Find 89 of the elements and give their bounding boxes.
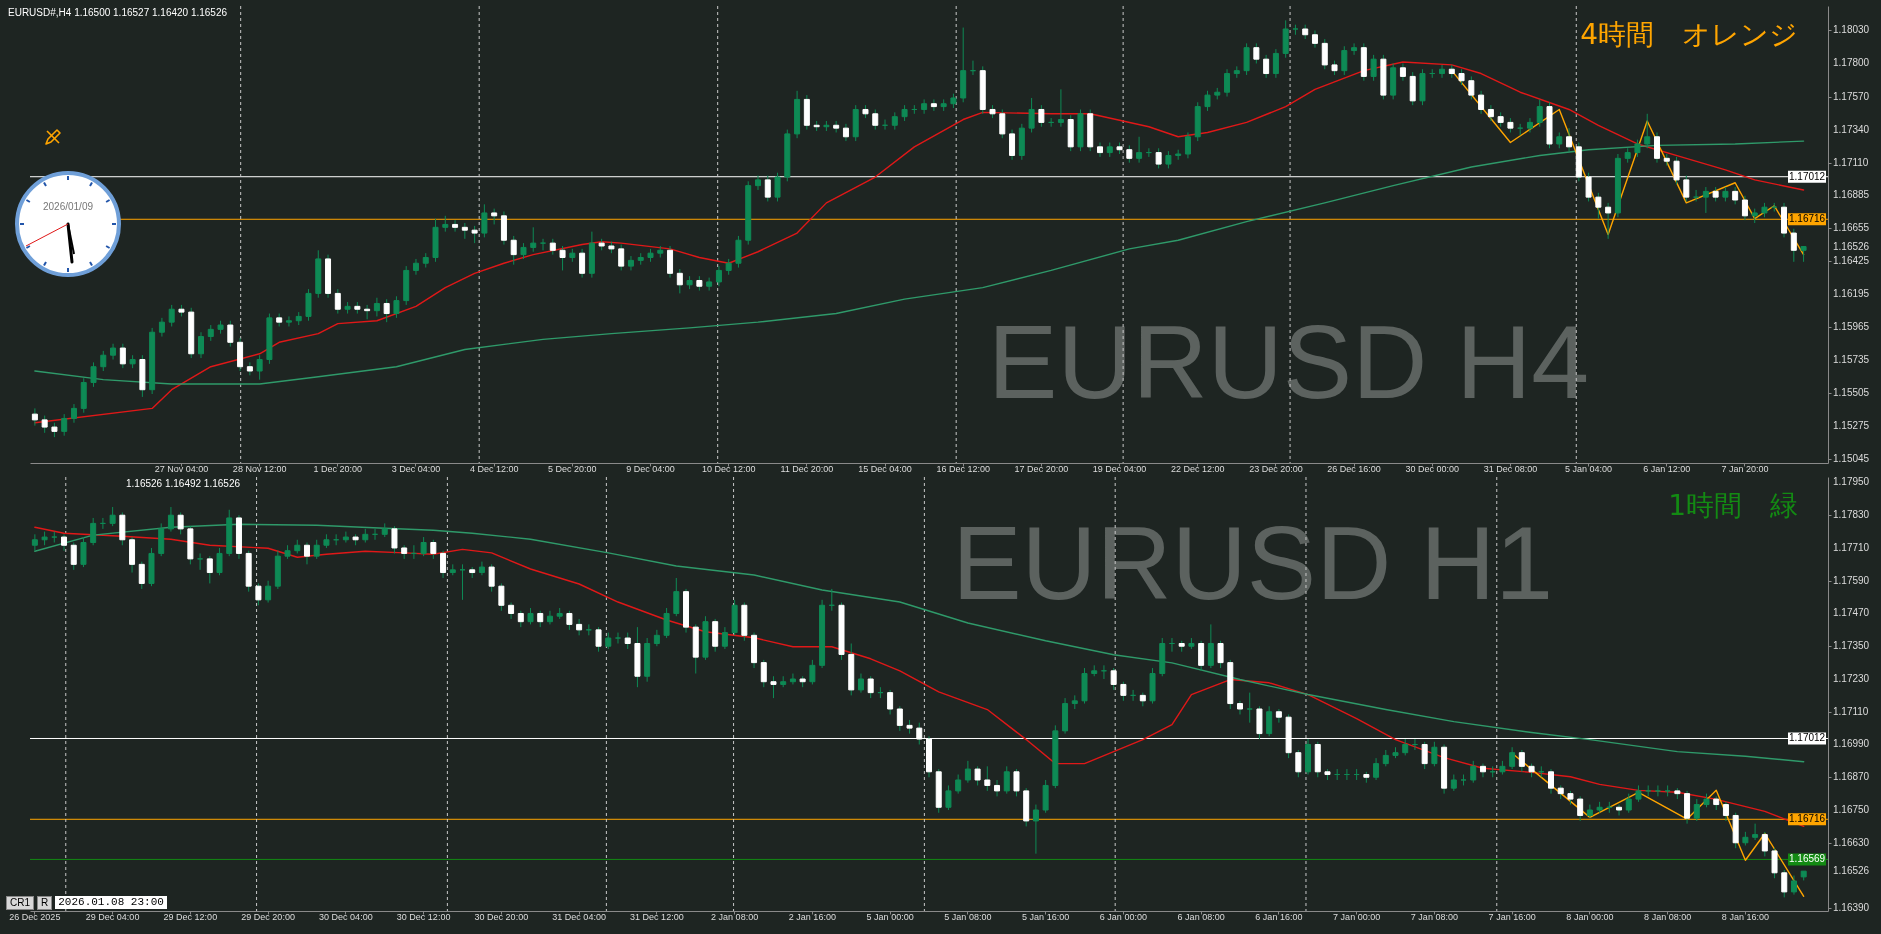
x-tick-label: 8 Jan 00:00: [1566, 911, 1614, 922]
y-tick-label: 1.16195: [1833, 288, 1870, 300]
y-tick-label: 1.16750: [1833, 804, 1870, 816]
x-tick-label: 9 Dec 04:00: [626, 463, 675, 474]
clock-icon: 2026/01/09: [14, 170, 122, 278]
x-tick-label: 5 Jan 16:00: [1022, 911, 1070, 922]
ref-line-label: 1.17012: [1789, 170, 1826, 182]
x-tick-label: 5 Jan 04:00: [1565, 463, 1613, 474]
x-tick-label: 17 Dec 20:00: [1014, 463, 1069, 474]
x-tick-label: 28 Nov 12:00: [232, 463, 287, 474]
y-tick-label: 1.16425: [1833, 255, 1870, 267]
x-tick-label: 30 Dec 12:00: [396, 911, 451, 922]
y-tick-label: 1.17570: [1833, 90, 1870, 102]
y-tick-label: 1.15505: [1833, 387, 1870, 399]
annotation: EURUSD H1: [952, 505, 1554, 622]
x-tick-label: 15 Dec 04:00: [858, 463, 912, 474]
x-tick-label: 7 Jan 00:00: [1333, 911, 1381, 922]
x-tick-label: 26 Dec 16:00: [1327, 463, 1381, 474]
y-tick-label: 1.18030: [1833, 24, 1870, 36]
x-tick-label: 16 Dec 12:00: [936, 463, 990, 474]
y-tick-label: 1.15735: [1833, 354, 1870, 366]
x-tick-label: 6 Jan 00:00: [1099, 911, 1147, 922]
y-tick-label: 1.16526: [1833, 865, 1870, 877]
chart-title: 1.16526 1.16492 1.16526: [126, 478, 241, 489]
x-tick-label: 7 Jan 20:00: [1721, 463, 1769, 474]
x-tick-label: 26 Dec 2025: [9, 911, 61, 922]
chart-title: EURUSD#,H4 1.16500 1.16527 1.16420 1.16526: [8, 7, 228, 18]
y-tick-label: 1.16870: [1833, 771, 1870, 783]
y-tick-label: 1.15045: [1833, 453, 1870, 465]
ref-line-label: 1.16716: [1789, 213, 1826, 225]
ref-line-label: 1.17012: [1789, 732, 1826, 744]
annotation: 4時間 オレンジ: [1580, 18, 1798, 51]
y-tick-label: 1.16655: [1833, 222, 1870, 234]
annotation: 1時間 緑: [1668, 489, 1798, 522]
x-tick-label: 27 Nov 04:00: [154, 463, 209, 474]
y-tick-label: 1.17830: [1833, 509, 1870, 521]
y-tick-label: 1.17230: [1833, 672, 1870, 684]
x-tick-label: 6 Jan 12:00: [1643, 463, 1691, 474]
y-tick-label: 1.17340: [1833, 123, 1870, 135]
x-tick-label: 30 Dec 04:00: [319, 911, 373, 922]
x-tick-label: 31 Dec 08:00: [1483, 463, 1538, 474]
y-tick-label: 1.17110: [1833, 156, 1869, 168]
y-tick-label: 1.17710: [1833, 541, 1870, 553]
x-tick-label: 7 Jan 08:00: [1410, 911, 1458, 922]
y-tick-label: 1.15965: [1833, 321, 1870, 333]
x-tick-label: 6 Jan 16:00: [1255, 911, 1303, 922]
x-tick-label: 31 Dec 04:00: [552, 911, 606, 922]
x-tick-label: 22 Dec 12:00: [1170, 463, 1225, 474]
y-tick-label: 1.17800: [1833, 57, 1870, 69]
y-tick-label: 1.15275: [1833, 420, 1870, 432]
annotation: 2026.01.08 23:00: [55, 896, 167, 909]
y-tick-label: 1.16630: [1833, 836, 1870, 848]
x-tick-label: 4 Dec 12:00: [469, 463, 519, 474]
y-tick-label: 1.16990: [1833, 738, 1870, 750]
annotation: 2026/01/09: [42, 201, 94, 212]
ref-line-label: 1.16716: [1789, 813, 1826, 825]
y-tick-label: 1.16390: [1833, 902, 1870, 914]
x-tick-label: 30 Dec 00:00: [1405, 463, 1460, 474]
x-tick-label: 29 Dec 20:00: [241, 911, 295, 922]
y-tick-label: 1.16526: [1833, 240, 1870, 252]
y-tick-label: 1.17470: [1833, 607, 1870, 619]
x-tick-label: 2 Jan 08:00: [711, 911, 759, 922]
annotation: EURUSD H4: [988, 304, 1590, 421]
x-tick-label: 29 Dec 12:00: [163, 911, 218, 922]
x-tick-label: 3 Dec 04:00: [391, 463, 441, 474]
x-tick-label: 5 Jan 08:00: [944, 911, 992, 922]
y-tick-label: 1.17110: [1833, 705, 1869, 717]
x-tick-label: 19 Dec 04:00: [1092, 463, 1147, 474]
x-tick-label: 8 Jan 16:00: [1721, 911, 1769, 922]
x-tick-label: 1 Dec 20:00: [313, 463, 363, 474]
x-tick-label: 30 Dec 20:00: [474, 911, 529, 922]
x-tick-label: 5 Dec 20:00: [548, 463, 597, 474]
x-tick-label: 10 Dec 12:00: [701, 463, 756, 474]
annotation: CR1: [6, 896, 35, 910]
x-tick-label: 29 Dec 04:00: [85, 911, 140, 922]
x-tick-label: 8 Jan 08:00: [1644, 911, 1692, 922]
y-tick-label: 1.17950: [1833, 476, 1870, 488]
x-tick-label: 2 Jan 16:00: [788, 911, 836, 922]
y-tick-label: 1.16885: [1833, 188, 1870, 200]
x-tick-label: 23 Dec 20:00: [1249, 463, 1303, 474]
x-tick-label: 5 Jan 00:00: [866, 911, 914, 922]
x-tick-label: 11 Dec 20:00: [780, 463, 834, 474]
annotation: R: [37, 896, 53, 910]
y-tick-label: 1.17350: [1833, 640, 1870, 652]
y-tick-label: 1.17590: [1833, 574, 1870, 586]
ref-line-label: 1.16569: [1789, 853, 1826, 865]
x-tick-label: 31 Dec 12:00: [630, 911, 684, 922]
x-tick-label: 6 Jan 08:00: [1177, 911, 1225, 922]
x-tick-label: 7 Jan 16:00: [1488, 911, 1536, 922]
